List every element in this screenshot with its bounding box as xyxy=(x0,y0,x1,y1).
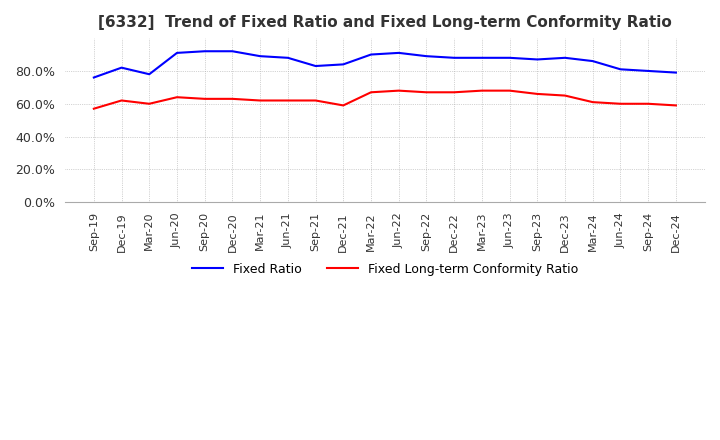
Fixed Ratio xyxy=(422,54,431,59)
Fixed Ratio xyxy=(561,55,570,60)
Line: Fixed Ratio: Fixed Ratio xyxy=(94,51,676,77)
Fixed Long-term Conformity Ratio xyxy=(561,93,570,98)
Fixed Long-term Conformity Ratio xyxy=(644,101,652,106)
Fixed Long-term Conformity Ratio xyxy=(173,95,181,100)
Fixed Long-term Conformity Ratio xyxy=(284,98,292,103)
Fixed Long-term Conformity Ratio xyxy=(672,103,680,108)
Fixed Ratio xyxy=(339,62,348,67)
Fixed Ratio xyxy=(395,50,403,55)
Fixed Long-term Conformity Ratio xyxy=(311,98,320,103)
Fixed Long-term Conformity Ratio xyxy=(422,90,431,95)
Fixed Long-term Conformity Ratio xyxy=(450,90,459,95)
Fixed Long-term Conformity Ratio xyxy=(200,96,209,102)
Legend: Fixed Ratio, Fixed Long-term Conformity Ratio: Fixed Ratio, Fixed Long-term Conformity … xyxy=(186,258,583,282)
Fixed Long-term Conformity Ratio xyxy=(533,91,541,96)
Fixed Ratio xyxy=(588,59,597,64)
Fixed Long-term Conformity Ratio xyxy=(145,101,153,106)
Fixed Long-term Conformity Ratio xyxy=(228,96,237,102)
Fixed Ratio xyxy=(284,55,292,60)
Fixed Ratio xyxy=(644,68,652,73)
Fixed Long-term Conformity Ratio xyxy=(505,88,514,93)
Fixed Long-term Conformity Ratio xyxy=(117,98,126,103)
Fixed Ratio xyxy=(311,63,320,69)
Fixed Ratio xyxy=(477,55,486,60)
Fixed Ratio xyxy=(256,54,264,59)
Fixed Long-term Conformity Ratio xyxy=(477,88,486,93)
Fixed Long-term Conformity Ratio xyxy=(366,90,375,95)
Fixed Ratio xyxy=(200,48,209,54)
Fixed Ratio xyxy=(672,70,680,75)
Fixed Ratio xyxy=(145,72,153,77)
Fixed Long-term Conformity Ratio xyxy=(616,101,625,106)
Fixed Ratio xyxy=(533,57,541,62)
Fixed Ratio xyxy=(117,65,126,70)
Fixed Long-term Conformity Ratio xyxy=(395,88,403,93)
Line: Fixed Long-term Conformity Ratio: Fixed Long-term Conformity Ratio xyxy=(94,91,676,109)
Fixed Ratio xyxy=(505,55,514,60)
Fixed Ratio xyxy=(616,67,625,72)
Title: [6332]  Trend of Fixed Ratio and Fixed Long-term Conformity Ratio: [6332] Trend of Fixed Ratio and Fixed Lo… xyxy=(98,15,672,30)
Fixed Ratio xyxy=(89,75,98,80)
Fixed Ratio xyxy=(450,55,459,60)
Fixed Ratio xyxy=(228,48,237,54)
Fixed Long-term Conformity Ratio xyxy=(339,103,348,108)
Fixed Ratio xyxy=(366,52,375,57)
Fixed Ratio xyxy=(173,50,181,55)
Fixed Long-term Conformity Ratio xyxy=(89,106,98,111)
Fixed Long-term Conformity Ratio xyxy=(588,99,597,105)
Fixed Long-term Conformity Ratio xyxy=(256,98,264,103)
